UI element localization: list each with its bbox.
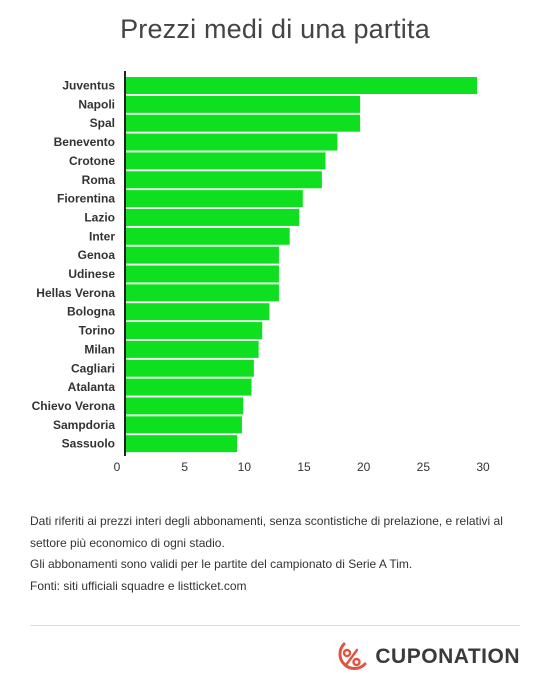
category-label: Chievo Verona xyxy=(32,399,116,413)
category-label: Benevento xyxy=(54,135,115,149)
bar-fiorentina xyxy=(126,190,303,208)
category-label: Lazio xyxy=(84,210,115,224)
x-tick-label: 5 xyxy=(181,460,188,474)
x-tick-label: 15 xyxy=(297,460,311,474)
footnote-sources: Fonti: siti ufficiali squadre e listtick… xyxy=(30,578,247,593)
footnote-validity: Gli abbonamenti sono validi per le parti… xyxy=(30,557,413,571)
bar-chart: Juventus Napoli Spal Benevento Crotone Roma Fi… xyxy=(32,71,490,474)
category-label: Sampdoria xyxy=(53,418,115,432)
bar-sassuolo xyxy=(126,435,238,453)
category-label: Inter xyxy=(89,229,115,243)
category-label: Torino xyxy=(79,324,115,338)
bar-sampdoria xyxy=(126,416,242,434)
bar-genoa xyxy=(126,246,279,264)
category-label: Spal xyxy=(90,116,115,130)
bar-roma xyxy=(126,171,322,189)
category-label: Napoli xyxy=(78,97,115,111)
chart-title: Prezzi medi di una partita xyxy=(120,14,430,44)
category-label: Sassuolo xyxy=(62,437,115,451)
bar-juventus xyxy=(126,77,478,94)
category-label: Fiorentina xyxy=(57,192,115,206)
category-label: Hellas Verona xyxy=(36,286,115,300)
bar-napoli xyxy=(126,95,361,113)
x-tick-label: 30 xyxy=(476,460,490,474)
bar-atalanta xyxy=(126,378,252,396)
bar-torino xyxy=(126,322,263,340)
divider xyxy=(30,625,520,626)
category-label: Milan xyxy=(84,342,115,356)
bar-bologna xyxy=(126,303,270,321)
bar-chievo-verona xyxy=(126,397,244,415)
x-tick-label: 10 xyxy=(238,460,252,474)
category-label: Bologna xyxy=(67,305,115,319)
footnotes: Dati riferiti ai prezzi interi degli abb… xyxy=(30,511,530,597)
bar-udinese xyxy=(126,265,279,283)
x-tick-label: 25 xyxy=(417,460,431,474)
bar-milan xyxy=(126,340,259,358)
category-label: Juventus xyxy=(62,79,115,93)
bar-crotone xyxy=(126,152,326,170)
brand-name: CUPONATION xyxy=(375,645,520,668)
bar-spal xyxy=(126,114,361,132)
category-label: Cagliari xyxy=(71,361,115,375)
bar-inter xyxy=(126,227,290,245)
footnote-scope: Dati riferiti ai prezzi interi degli abb… xyxy=(30,514,503,550)
x-tick-label: 0 xyxy=(114,460,121,474)
category-label: Crotone xyxy=(69,154,115,168)
bar-benevento xyxy=(126,133,338,151)
category-label: Roma xyxy=(82,173,116,187)
bar-lazio xyxy=(126,208,300,226)
bar-cagliari xyxy=(126,359,254,377)
category-label: Udinese xyxy=(68,267,115,281)
category-label: Atalanta xyxy=(68,380,116,394)
category-label: Genoa xyxy=(78,248,116,262)
brand-logo: CUPONATION xyxy=(335,640,520,674)
x-tick-label: 20 xyxy=(357,460,371,474)
bar-hellas-verona xyxy=(126,284,279,302)
percent-icon xyxy=(338,642,367,670)
